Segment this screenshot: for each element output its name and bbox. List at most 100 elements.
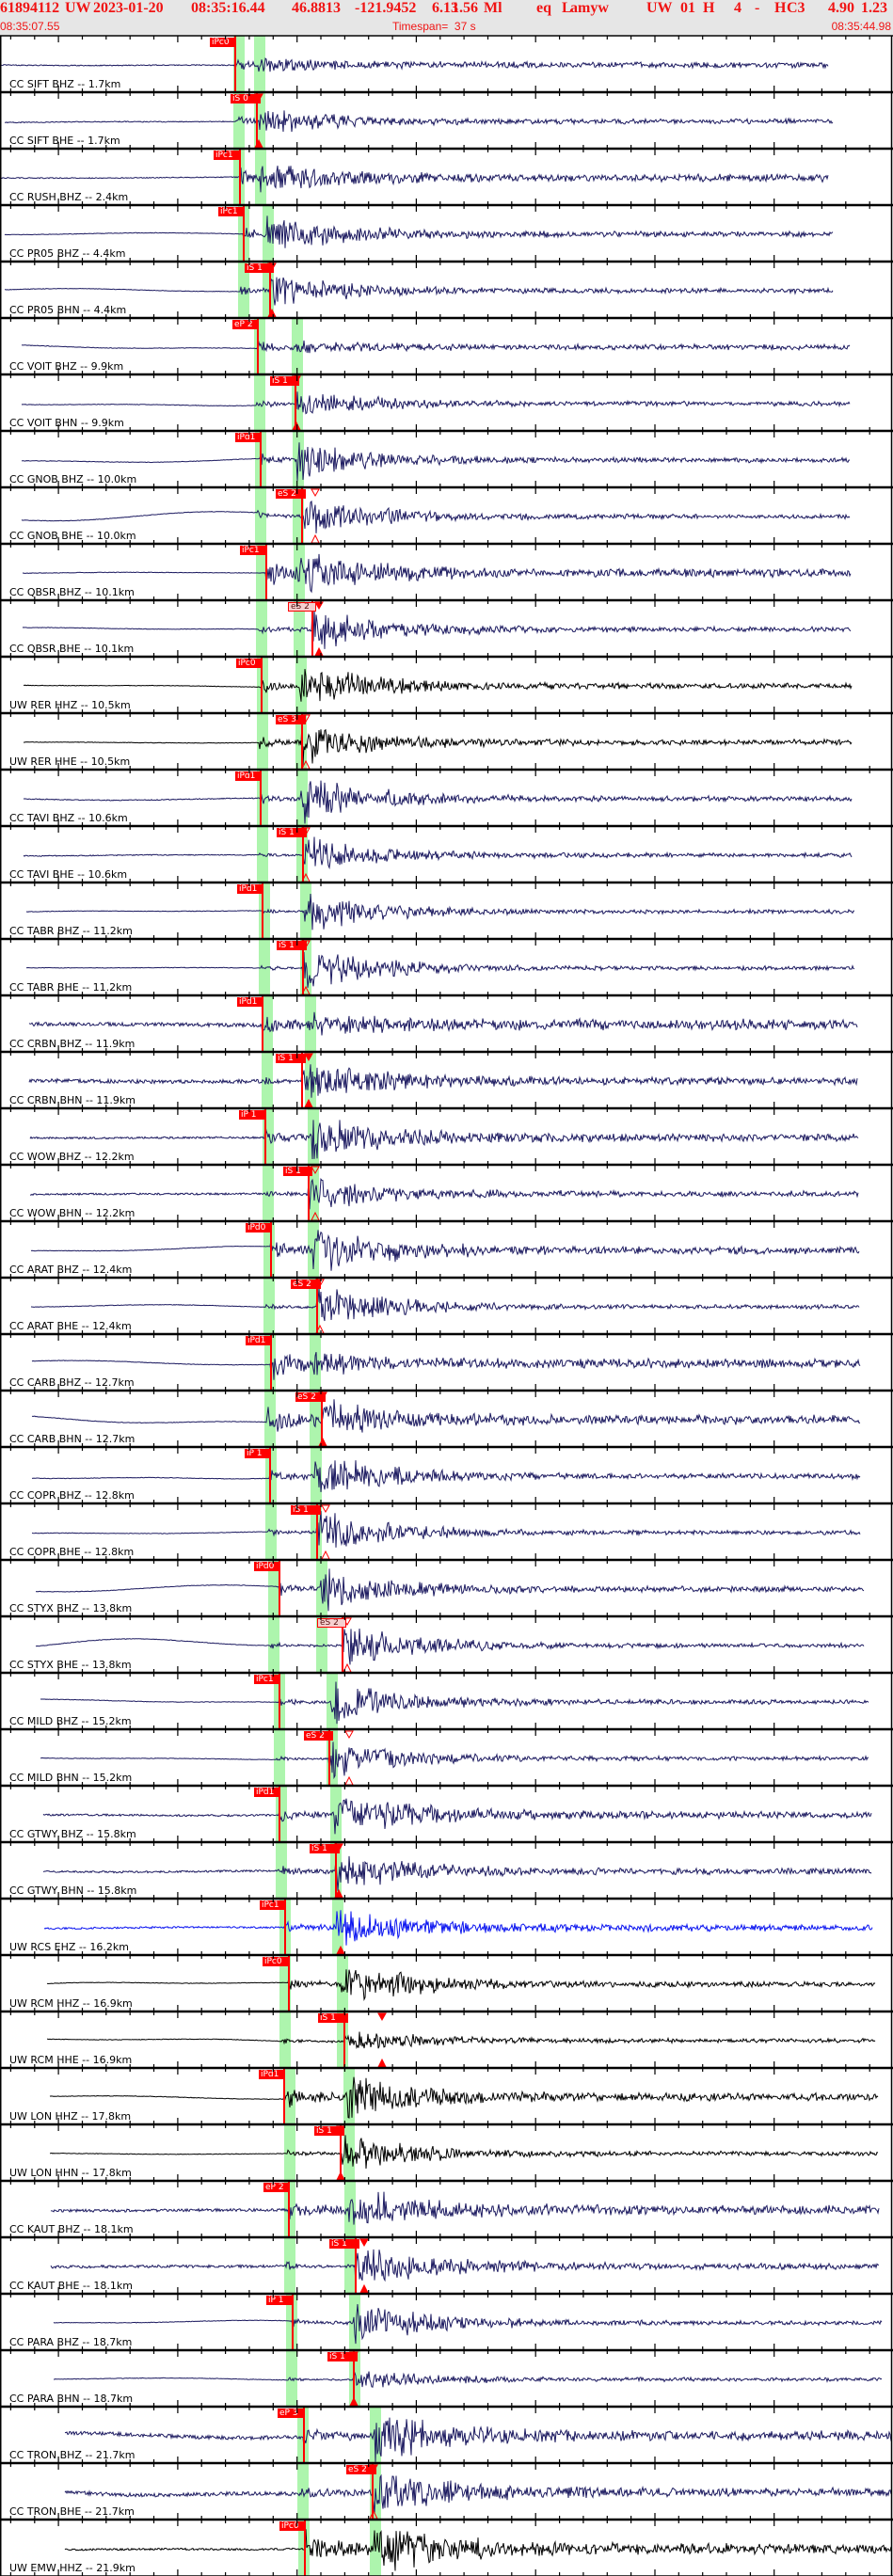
pick-label[interactable]: iS 1: [270, 376, 299, 386]
trace-row[interactable]: iPd0 CC ARAT BHZ -- 12.4km: [0, 1221, 893, 1278]
trace-row[interactable]: iPc0 UW EMW HHZ -- 21.9km: [0, 2520, 893, 2576]
trace-row[interactable]: iS 1 CC TABR BHE -- 11.2km: [0, 939, 893, 995]
pick-label[interactable]: iPd1: [246, 1336, 271, 1345]
pick-label[interactable]: iS 1: [310, 1844, 340, 1853]
pick-label[interactable]: eS 2: [276, 489, 306, 499]
pick-label[interactable]: iPc1: [214, 151, 240, 160]
pick-label[interactable]: iS 1: [276, 1054, 306, 1063]
pick-label[interactable]: iS 1: [283, 1167, 312, 1176]
pick-label[interactable]: iP 1: [266, 2296, 293, 2305]
trace-row[interactable]: iPc1 CC PR05 BHZ -- 4.4km: [0, 205, 893, 262]
pick-label[interactable]: eP 2: [263, 2183, 289, 2192]
trace-row[interactable]: eS 2 CC ARAT BHE -- 12.4km: [0, 1278, 893, 1334]
pick-label[interactable]: iPd1: [235, 433, 261, 442]
pick-label[interactable]: iS 1: [277, 941, 307, 950]
pick-label[interactable]: iS 1: [318, 2013, 348, 2023]
pick-label[interactable]: iPd0: [254, 1562, 279, 1571]
pick-label[interactable]: iP 1: [245, 1449, 270, 1458]
pick-label[interactable]: eP 3: [278, 2409, 304, 2418]
pick-label[interactable]: iS 1: [277, 828, 307, 837]
trace-row[interactable]: iS 1 CC PR05 BHN -- 4.4km: [0, 262, 893, 318]
trace-row[interactable]: iS 1 CC PARA BHN -- 18.7km: [0, 2350, 893, 2407]
trace-row[interactable]: iS 1 CC COPR BHE -- 12.8km: [0, 1503, 893, 1560]
pick-label[interactable]: iS 1: [329, 2239, 359, 2249]
trace-row[interactable]: iPc0 CC SIFT BHZ -- 1.7km: [0, 36, 893, 92]
pick-label[interactable]: iS 1: [245, 263, 274, 273]
pick-label[interactable]: iPc1: [218, 207, 244, 216]
pick-label[interactable]: iS 1: [291, 1505, 321, 1515]
trace-row[interactable]: iPd1 CC CRBN BHZ -- 11.9km: [0, 995, 893, 1052]
waveform-plot: [25, 939, 855, 995]
pick-label[interactable]: iPc0: [210, 38, 235, 47]
pick-label[interactable]: iPc1: [260, 1900, 285, 1910]
pick-label[interactable]: iPd1: [259, 2070, 284, 2079]
trace-row[interactable]: eP 2 CC VOIT BHZ -- 9.9km: [0, 318, 893, 374]
pick-label[interactable]: eS 3: [276, 715, 306, 724]
trace-row[interactable]: iPc1 UW RCS EHZ -- 16.2km: [0, 1899, 893, 1955]
pick-label[interactable]: iPc1: [254, 1675, 279, 1684]
pick-label[interactable]: iS 1: [314, 2126, 344, 2136]
pick-label[interactable]: eP 2: [232, 320, 258, 329]
pick-label[interactable]: iPd0: [246, 1223, 271, 1232]
trace-row[interactable]: iP 1 CC COPR BHZ -- 12.8km: [0, 1447, 893, 1503]
trace-row[interactable]: iPd1 CC GTWY BHZ -- 15.8km: [0, 1786, 893, 1842]
pick-label[interactable]: iPc0: [279, 2521, 305, 2531]
trace-row[interactable]: iP 1 CC PARA BHZ -- 18.7km: [0, 2294, 893, 2350]
trace-row[interactable]: iPd0 CC STYX BHZ -- 13.8km: [0, 1560, 893, 1616]
trace-row[interactable]: iS 1 UW LON HHN -- 17.8km: [0, 2124, 893, 2181]
trace-row[interactable]: iPd1 CC CARB BHZ -- 12.7km: [0, 1334, 893, 1391]
arrival-window-band: [330, 1786, 342, 1842]
event-field: UW: [646, 0, 673, 16]
station-channel-label: CC CARB BHN -- 12.7km: [9, 1433, 136, 1445]
waveform-trace: [43, 1910, 873, 1946]
trace-row[interactable]: iPd1 CC TABR BHZ -- 11.2km: [0, 883, 893, 939]
pick-label[interactable]: iPc0: [263, 1957, 289, 1966]
trace-row[interactable]: iPc1 CC MILD BHZ -- 15.2km: [0, 1673, 893, 1729]
pick-label[interactable]: eS 2: [291, 1280, 321, 1289]
trace-row[interactable]: iPd1 CC GNOB BHZ -- 10.0km: [0, 431, 893, 487]
station-channel-label: CC COPR BHZ -- 12.8km: [9, 1489, 135, 1502]
trace-row[interactable]: iS 1 CC GTWY BHN -- 15.8km: [0, 1842, 893, 1899]
trace-row[interactable]: eS 3 UW RER HHE -- 10.5km: [0, 713, 893, 770]
trace-row[interactable]: iS 1 CC WOW BHN -- 12.2km: [0, 1165, 893, 1221]
trace-row[interactable]: iS 1 CC KAUT BHE -- 18.1km: [0, 2237, 893, 2294]
pick-label[interactable]: eS 2: [304, 1731, 333, 1741]
pick-label[interactable]: eS 2: [288, 602, 316, 612]
pick-label[interactable]: iPc1: [240, 546, 266, 555]
trace-row[interactable]: eP 2 CC KAUT BHZ -- 18.1km: [0, 2181, 893, 2237]
arrival-window-band: [265, 1503, 277, 1560]
trace-row[interactable]: eS 2 CC GNOB BHE -- 10.0km: [0, 487, 893, 544]
pick-label[interactable]: eS 2: [317, 1618, 346, 1628]
trace-row[interactable]: iPc0 UW RER HHZ -- 10.5km: [0, 657, 893, 713]
trace-row[interactable]: iPd1 UW LON HHZ -- 17.8km: [0, 2068, 893, 2124]
trace-row[interactable]: iP 1 CC WOW BHZ -- 12.2km: [0, 1108, 893, 1165]
pick-label[interactable]: iS 0: [231, 94, 261, 103]
station-channel-label: CC TAVI BHZ -- 10.6km: [9, 812, 128, 824]
end-time: 08:35:44.98: [831, 20, 891, 33]
trace-row[interactable]: iS 1 CC TAVI BHE -- 10.6km: [0, 826, 893, 883]
trace-row[interactable]: iPc1 CC QBSR BHZ -- 10.1km: [0, 544, 893, 600]
pick-label[interactable]: iPd1: [235, 771, 261, 781]
station-channel-label: CC KAUT BHE -- 18.1km: [9, 2280, 133, 2292]
trace-row[interactable]: iPd1 CC TAVI BHZ -- 10.6km: [0, 770, 893, 826]
pick-label[interactable]: iS 1: [327, 2352, 358, 2361]
trace-row[interactable]: eS 2 CC TRON BHE -- 21.7km: [0, 2463, 893, 2520]
trace-row[interactable]: eP 3 CC TRON BHZ -- 21.7km: [0, 2407, 893, 2463]
trace-row[interactable]: eS 2 CC QBSR BHE -- 10.1km: [0, 600, 893, 657]
pick-label[interactable]: iP 1: [239, 1110, 265, 1120]
pick-label[interactable]: iPd1: [237, 884, 263, 894]
pick-label[interactable]: iPc0: [236, 659, 262, 668]
trace-row[interactable]: iS 0 CC SIFT BHE -- 1.7km: [0, 92, 893, 149]
trace-row[interactable]: iPc0 UW RCM HHZ -- 16.9km: [0, 1955, 893, 2012]
pick-label[interactable]: iPd1: [254, 1788, 279, 1797]
trace-row[interactable]: eS 2 CC STYX BHE -- 13.8km: [0, 1616, 893, 1673]
trace-row[interactable]: iS 1 UW RCM HHE -- 16.9km: [0, 2012, 893, 2068]
trace-row[interactable]: eS 2 CC CARB BHN -- 12.7km: [0, 1391, 893, 1447]
trace-row[interactable]: iPc1 CC RUSH BHZ -- 2.4km: [0, 149, 893, 205]
pick-label[interactable]: eS 2: [295, 1392, 326, 1402]
trace-row[interactable]: eS 2 CC MILD BHN -- 15.2km: [0, 1729, 893, 1786]
trace-row[interactable]: iS 1 CC VOIT BHN -- 9.9km: [0, 374, 893, 431]
pick-label[interactable]: iPd1: [237, 997, 263, 1007]
trace-row[interactable]: iS 1 CC CRBN BHN -- 11.9km: [0, 1052, 893, 1108]
pick-label[interactable]: eS 2: [346, 2465, 376, 2474]
